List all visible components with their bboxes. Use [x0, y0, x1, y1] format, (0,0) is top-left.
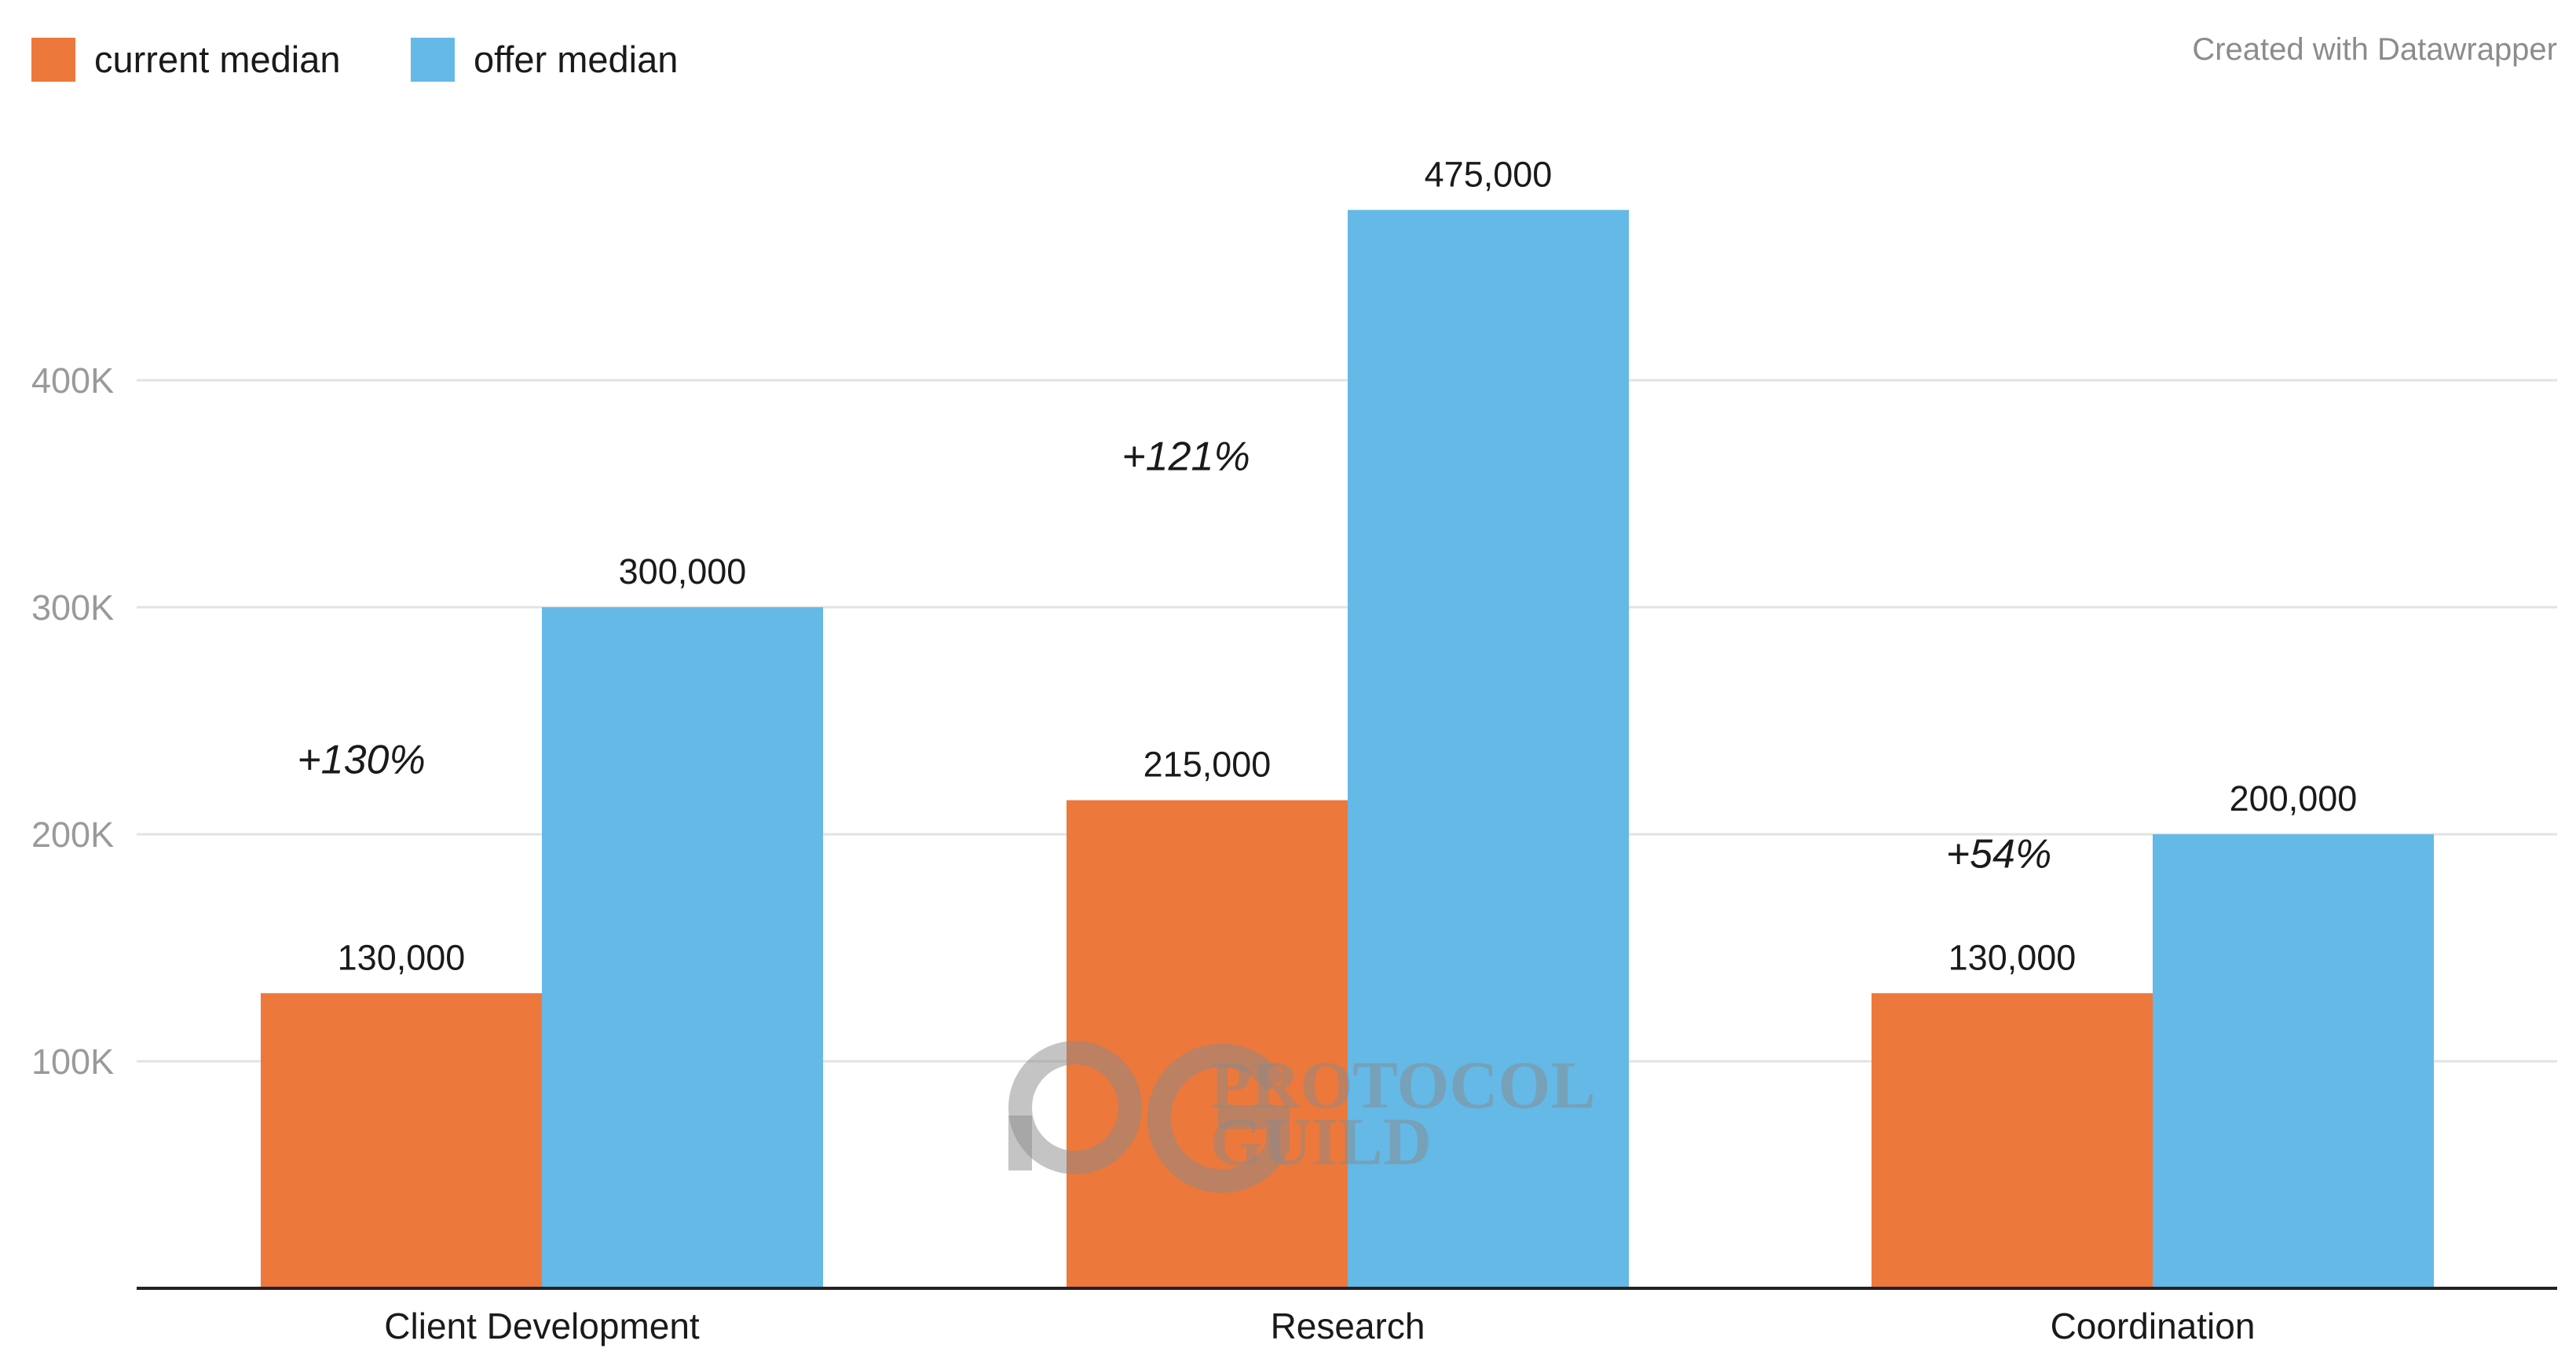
protocol-guild-logo-icon	[1008, 1041, 1290, 1193]
bar-current-2	[1872, 993, 2153, 1288]
legend-swatch-1	[411, 38, 455, 82]
legend-label-1: offer median	[474, 38, 678, 80]
value-label-1-2: 200,000	[2230, 778, 2358, 819]
watermark-line-1: PROTOCOL	[1210, 1047, 1596, 1123]
credit-text: Created with Datawrapper	[2192, 32, 2557, 67]
legend-swatch-0	[31, 38, 75, 82]
y-tick-label-0: 100K	[31, 1042, 114, 1082]
legend-label-0: current median	[94, 38, 341, 80]
annotation-pct-1: +121%	[1122, 434, 1250, 480]
y-axis-ticks: 100K 200K 300K 400K	[31, 361, 114, 1082]
bar-offer-1	[1348, 210, 1629, 1288]
bar-current-1	[1067, 800, 1348, 1288]
watermark-line-2: GUILD	[1210, 1104, 1432, 1179]
legend: current median offer median	[31, 38, 678, 82]
category-label-1: Research	[1271, 1306, 1425, 1346]
y-tick-label-2: 300K	[31, 588, 114, 628]
bar-offer-2	[2153, 834, 2434, 1288]
category-label-0: Client Development	[384, 1306, 700, 1346]
value-label-1-0: 300,000	[619, 551, 747, 592]
x-axis-categories: Client Development Research Coordination	[384, 1306, 2255, 1346]
bar-current-0	[261, 993, 542, 1288]
watermark: PROTOCOL GUILD	[1008, 1041, 1596, 1193]
annotation-pct-2: +54%	[1946, 831, 2051, 877]
y-tick-label-3: 400K	[31, 361, 114, 401]
value-label-1-1: 475,000	[1425, 154, 1553, 194]
y-tick-label-1: 200K	[31, 815, 114, 855]
annotation-pct-0: +130%	[297, 737, 425, 782]
value-labels: 130,000 300,000 215,000 475,000 130,000 200,0…	[338, 154, 2358, 977]
annotations: +130% +121% +54%	[297, 434, 2051, 877]
category-label-2: Coordination	[2051, 1306, 2256, 1346]
bars	[261, 210, 2434, 1288]
bar-offer-0	[542, 607, 823, 1288]
value-label-0-0: 130,000	[338, 937, 466, 977]
value-label-0-1: 215,000	[1143, 745, 1272, 785]
value-label-0-2: 130,000	[1948, 937, 2077, 977]
